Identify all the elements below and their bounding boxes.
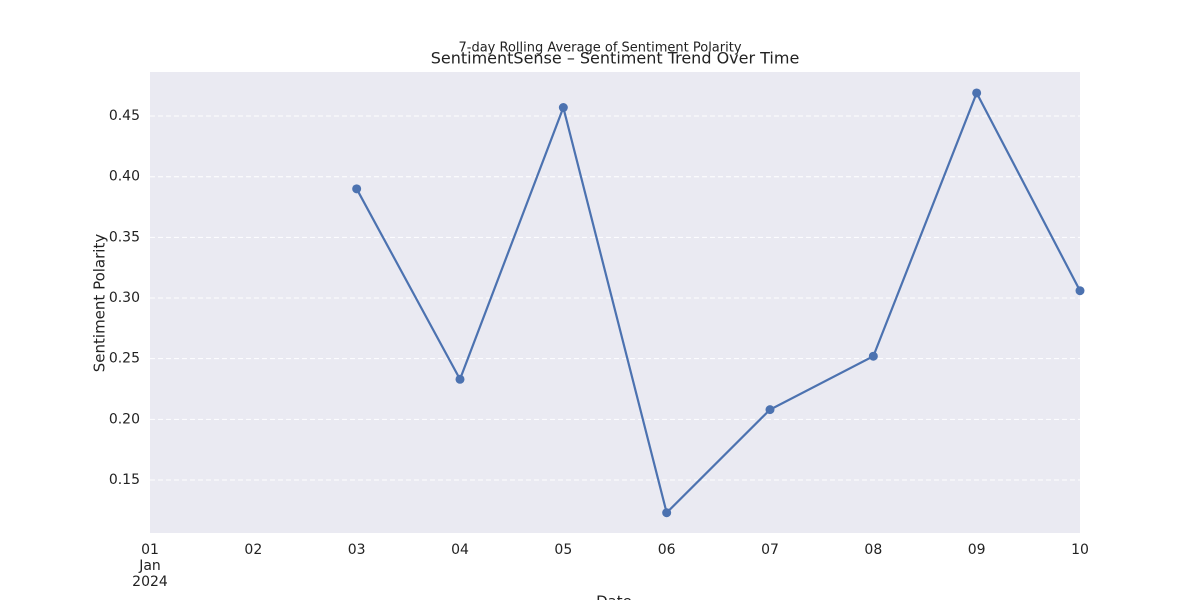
x-tick-label: 03	[347, 542, 366, 558]
y-tick-label: 0.40	[109, 169, 140, 185]
plot-area	[150, 72, 1080, 533]
chart-subtitle: 7-day Rolling Average of Sentiment Polar…	[458, 41, 741, 56]
point	[765, 405, 775, 415]
x-tick-label: 01 Jan 2024	[132, 542, 168, 590]
x-tick-label: 07	[761, 542, 779, 558]
x-tick-label: 02	[244, 542, 263, 558]
x-tick-label: 04	[451, 542, 469, 558]
y-axis-label: Sentiment Polarity	[91, 234, 109, 373]
y-tick-label: 0.20	[109, 411, 140, 427]
x-tick-label: 06	[657, 542, 676, 558]
x-tick-label: 05	[554, 542, 573, 558]
x-axis-label: Date	[596, 593, 632, 600]
y-tick-label: 0.25	[109, 351, 140, 367]
point	[352, 184, 362, 194]
x-tick-label: 10	[1071, 542, 1089, 558]
point	[972, 88, 982, 98]
y-tick-label: 0.30	[109, 290, 140, 306]
y-tick-label: 0.35	[109, 229, 140, 245]
point	[868, 351, 878, 361]
point	[455, 374, 465, 384]
chart-title: SentimentSense – Sentiment Trend Over Ti…	[431, 49, 800, 68]
y-tick-label: 0.45	[109, 108, 140, 124]
line	[355, 90, 1081, 515]
point	[558, 103, 568, 113]
point	[1075, 286, 1085, 296]
x-tick-label: 09	[967, 542, 986, 558]
y-tick-label: 0.15	[109, 472, 140, 488]
x-tick-label: 08	[864, 542, 883, 558]
point	[662, 508, 672, 518]
